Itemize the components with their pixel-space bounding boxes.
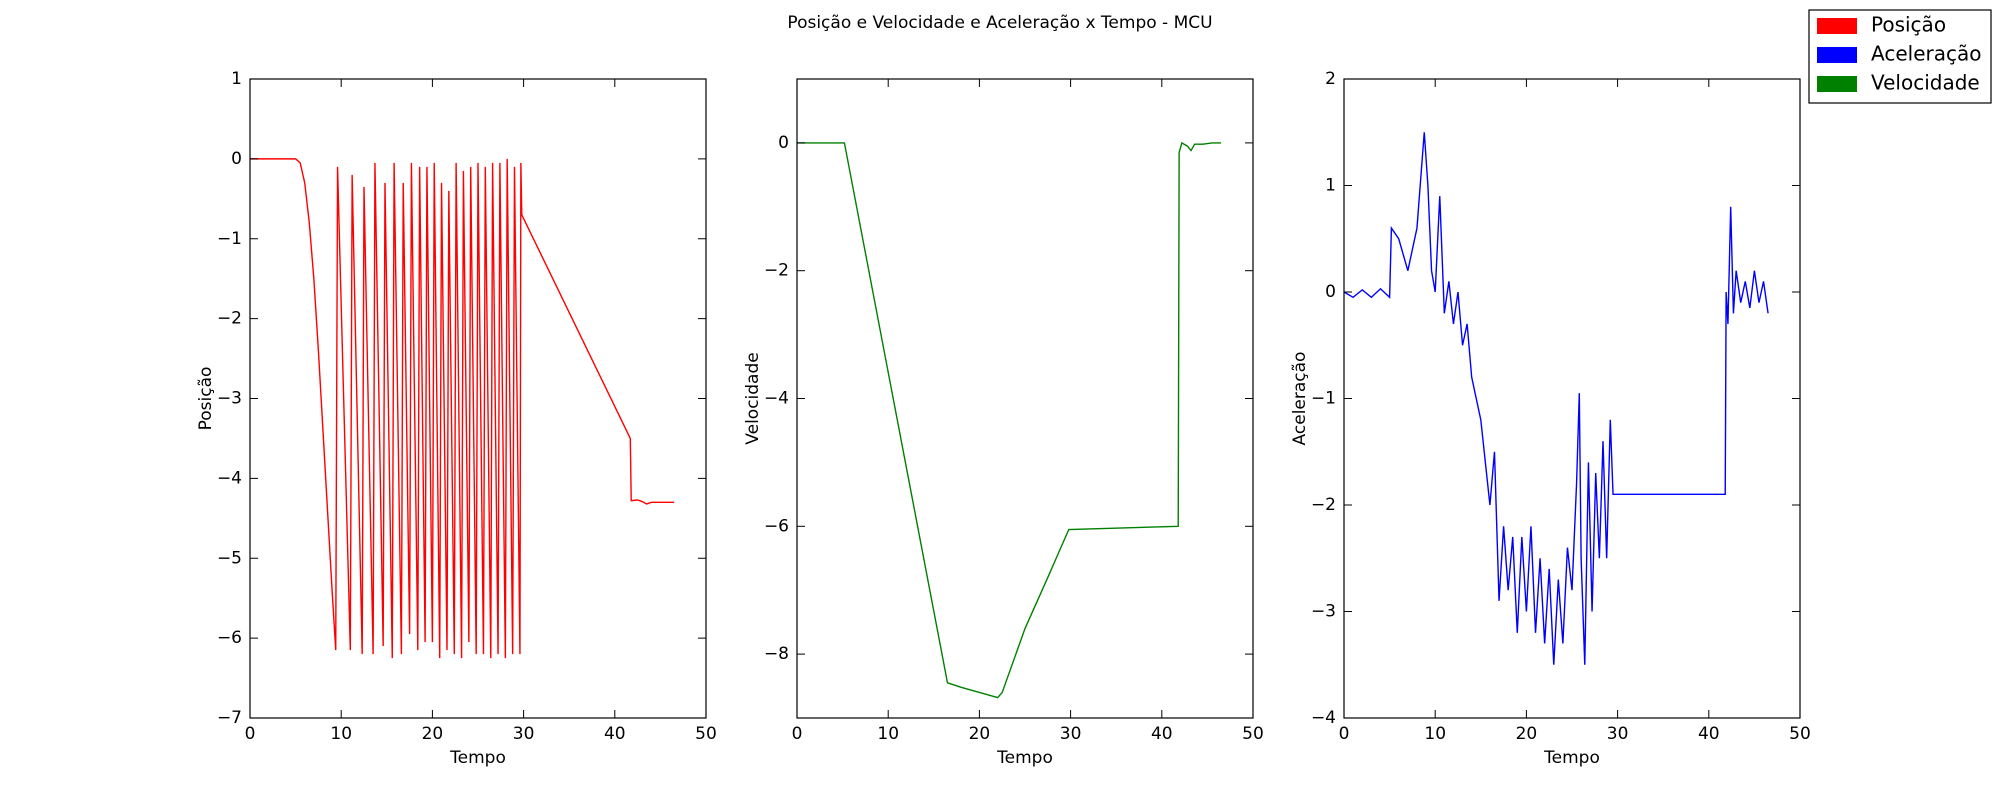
- legend-label: Aceleração: [1871, 42, 1981, 66]
- legend-swatch: [1817, 76, 1857, 92]
- y-tick-label: −4: [217, 468, 242, 488]
- y-tick-label: 0: [778, 133, 789, 153]
- x-tick-label: 40: [1151, 724, 1173, 744]
- y-tick-label: −4: [764, 389, 789, 409]
- x-tick-label: 0: [245, 724, 256, 744]
- y-axis-label: Aceleração: [1290, 352, 1310, 446]
- x-tick-label: 50: [1242, 724, 1264, 744]
- y-tick-label: −7: [217, 708, 242, 728]
- legend-label: Velocidade: [1871, 71, 1980, 95]
- y-tick-label: 1: [231, 69, 242, 89]
- x-tick-label: 30: [1060, 724, 1082, 744]
- x-tick-label: 10: [330, 724, 352, 744]
- data-line: [1343, 132, 1769, 665]
- legend-swatch: [1817, 18, 1857, 34]
- data-line: [797, 141, 1222, 699]
- figure-title: Posição e Velocidade e Aceleração x Temp…: [787, 13, 1212, 33]
- y-tick-label: 0: [231, 149, 242, 169]
- x-tick-label: 30: [513, 724, 535, 744]
- plot-frame: [1343, 78, 1801, 719]
- x-tick-label: 0: [792, 724, 803, 744]
- x-tick-label: 20: [422, 724, 444, 744]
- x-tick-label: 0: [1339, 724, 1350, 744]
- y-axis-label: Velocidade: [743, 352, 763, 444]
- y-tick-label: −2: [1311, 495, 1336, 515]
- legend-swatch: [1817, 47, 1857, 63]
- x-axis-label: Tempo: [996, 748, 1053, 768]
- y-tick-label: 1: [1325, 176, 1336, 196]
- x-tick-label: 10: [1424, 724, 1446, 744]
- y-tick-label: −4: [1311, 708, 1336, 728]
- y-tick-label: −6: [217, 628, 242, 648]
- x-tick-label: 40: [1698, 724, 1720, 744]
- y-tick-label: −2: [764, 261, 789, 281]
- y-tick-label: −3: [217, 389, 242, 409]
- y-tick-label: −3: [1311, 602, 1336, 622]
- y-tick-label: −1: [1311, 389, 1336, 409]
- x-tick-label: 50: [1789, 724, 1811, 744]
- x-axis-label: Tempo: [1543, 748, 1600, 768]
- x-tick-label: 40: [604, 724, 626, 744]
- x-tick-label: 20: [1516, 724, 1538, 744]
- x-tick-label: 50: [695, 724, 717, 744]
- y-tick-label: −1: [217, 229, 242, 249]
- x-tick-label: 10: [877, 724, 899, 744]
- y-axis-label: Posição: [196, 367, 216, 431]
- x-tick-label: 20: [969, 724, 991, 744]
- y-tick-label: 2: [1325, 69, 1336, 89]
- y-tick-label: −6: [764, 516, 789, 536]
- y-tick-label: −5: [217, 548, 242, 568]
- y-tick-label: 0: [1325, 282, 1336, 302]
- y-tick-label: −8: [764, 644, 789, 664]
- plot-frame: [796, 78, 1254, 719]
- data-line: [250, 158, 675, 659]
- x-axis-label: Tempo: [449, 748, 506, 768]
- x-tick-label: 30: [1607, 724, 1629, 744]
- y-tick-label: −2: [217, 309, 242, 329]
- legend-label: Posição: [1871, 13, 1946, 37]
